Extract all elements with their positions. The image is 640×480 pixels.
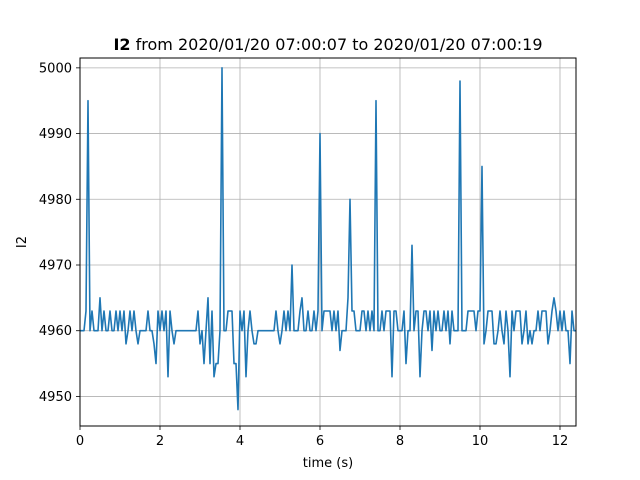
grid bbox=[79, 58, 576, 426]
y-tick-label: 4950 bbox=[39, 390, 72, 405]
x-tick-label: 8 bbox=[396, 434, 404, 449]
x-tick-label: 0 bbox=[76, 434, 84, 449]
x-tick-label: 12 bbox=[552, 434, 569, 449]
series-line bbox=[80, 67, 576, 411]
x-tick-label: 2 bbox=[156, 434, 164, 449]
x-tick-label: 10 bbox=[472, 434, 489, 449]
plot-frame bbox=[79, 57, 577, 427]
y-axis-label: I2 bbox=[15, 236, 30, 248]
y-tick-label: 4990 bbox=[39, 127, 72, 142]
chart-title-bold: I2 bbox=[113, 35, 130, 54]
y-tick-label: 4980 bbox=[39, 193, 72, 208]
ticks: 0 2 4 6 8 10 12 4950 4960 4970 4980 4990 5000 bbox=[39, 61, 568, 449]
chart-title: I2 from 2020/01/20 07:00:07 to 2020/01/2… bbox=[113, 35, 542, 54]
x-tick-label: 6 bbox=[316, 434, 324, 449]
x-tick-label: 4 bbox=[236, 434, 244, 449]
y-tick-label: 4970 bbox=[39, 259, 72, 274]
x-axis-label: time (s) bbox=[303, 456, 353, 471]
y-tick-label: 4960 bbox=[39, 324, 72, 339]
chart-title-rest: from 2020/01/20 07:00:07 to 2020/01/20 0… bbox=[131, 35, 543, 54]
series-layer bbox=[80, 67, 576, 411]
y-tick-label: 5000 bbox=[39, 61, 72, 76]
